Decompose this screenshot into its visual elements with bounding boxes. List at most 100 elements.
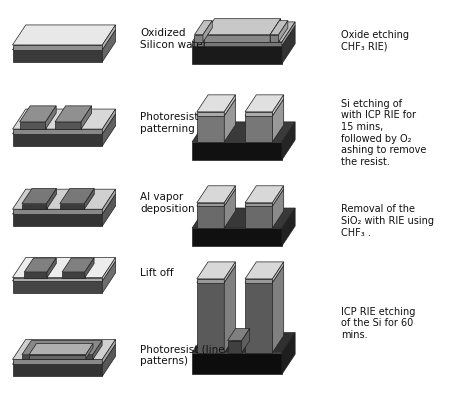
- Polygon shape: [12, 258, 116, 278]
- Polygon shape: [197, 283, 224, 353]
- Polygon shape: [197, 262, 236, 279]
- Polygon shape: [273, 262, 284, 283]
- Polygon shape: [273, 266, 284, 353]
- Polygon shape: [245, 190, 284, 207]
- Polygon shape: [273, 190, 284, 229]
- Polygon shape: [46, 189, 56, 210]
- Text: Removal of the
SiO₂ with RIE using
CHF₃ .: Removal of the SiO₂ with RIE using CHF₃ …: [341, 204, 434, 237]
- Polygon shape: [22, 341, 102, 355]
- Polygon shape: [192, 27, 295, 47]
- Polygon shape: [102, 258, 116, 281]
- Polygon shape: [270, 22, 288, 36]
- Polygon shape: [24, 258, 56, 272]
- Polygon shape: [282, 123, 295, 160]
- Polygon shape: [224, 99, 236, 143]
- Text: Lift off: Lift off: [140, 267, 174, 277]
- Polygon shape: [19, 107, 56, 123]
- Polygon shape: [194, 22, 212, 36]
- Polygon shape: [46, 107, 56, 130]
- Polygon shape: [84, 189, 94, 210]
- Polygon shape: [102, 110, 116, 135]
- Polygon shape: [242, 329, 250, 353]
- Polygon shape: [22, 189, 56, 204]
- Polygon shape: [197, 99, 236, 117]
- Polygon shape: [47, 258, 56, 278]
- Polygon shape: [192, 353, 282, 374]
- Text: Photoresist
patterning: Photoresist patterning: [140, 112, 199, 134]
- Polygon shape: [12, 360, 102, 365]
- Polygon shape: [282, 209, 295, 247]
- Polygon shape: [81, 107, 91, 130]
- Polygon shape: [12, 365, 102, 376]
- Text: ICP RIE etching
of the Si for 60
mins.: ICP RIE etching of the Si for 60 mins.: [341, 306, 415, 339]
- Polygon shape: [197, 207, 224, 229]
- Polygon shape: [192, 209, 295, 229]
- Polygon shape: [192, 123, 295, 143]
- Polygon shape: [192, 229, 282, 247]
- Polygon shape: [224, 262, 236, 283]
- Polygon shape: [197, 190, 236, 207]
- Polygon shape: [12, 110, 116, 130]
- Polygon shape: [55, 123, 81, 130]
- Polygon shape: [60, 204, 84, 210]
- Polygon shape: [102, 30, 116, 63]
- Polygon shape: [12, 26, 116, 46]
- Polygon shape: [192, 43, 282, 47]
- Polygon shape: [197, 113, 224, 117]
- Polygon shape: [197, 203, 224, 207]
- Polygon shape: [197, 186, 236, 203]
- Polygon shape: [12, 30, 116, 51]
- Polygon shape: [102, 194, 116, 227]
- Polygon shape: [197, 266, 236, 283]
- Polygon shape: [192, 23, 295, 43]
- Polygon shape: [224, 95, 236, 117]
- Polygon shape: [245, 95, 284, 113]
- Polygon shape: [245, 99, 284, 117]
- Polygon shape: [245, 279, 273, 283]
- Polygon shape: [245, 186, 284, 203]
- Polygon shape: [192, 333, 295, 353]
- Polygon shape: [245, 203, 273, 207]
- Polygon shape: [279, 22, 288, 43]
- Polygon shape: [204, 36, 270, 43]
- Polygon shape: [12, 215, 102, 227]
- Polygon shape: [12, 130, 102, 135]
- Polygon shape: [282, 27, 295, 65]
- Polygon shape: [102, 340, 116, 365]
- Polygon shape: [29, 355, 86, 359]
- Polygon shape: [204, 20, 281, 36]
- Polygon shape: [282, 333, 295, 374]
- Polygon shape: [203, 22, 212, 43]
- Polygon shape: [224, 186, 236, 207]
- Polygon shape: [282, 23, 295, 47]
- Polygon shape: [270, 36, 279, 43]
- Polygon shape: [12, 281, 102, 293]
- Polygon shape: [86, 344, 93, 359]
- Polygon shape: [273, 99, 284, 143]
- Polygon shape: [12, 46, 102, 51]
- Polygon shape: [273, 95, 284, 117]
- Polygon shape: [12, 115, 116, 135]
- Polygon shape: [228, 341, 242, 353]
- Polygon shape: [85, 258, 94, 278]
- Polygon shape: [22, 204, 46, 210]
- Polygon shape: [194, 36, 203, 43]
- Polygon shape: [197, 117, 224, 143]
- Polygon shape: [102, 261, 116, 293]
- Polygon shape: [12, 261, 116, 281]
- Polygon shape: [22, 355, 93, 360]
- Polygon shape: [273, 186, 284, 207]
- Polygon shape: [24, 272, 47, 278]
- Text: Oxide etching
CHF₃ RIE): Oxide etching CHF₃ RIE): [341, 30, 409, 51]
- Text: Al vapor
deposition: Al vapor deposition: [140, 192, 195, 213]
- Polygon shape: [245, 117, 273, 143]
- Polygon shape: [197, 279, 224, 283]
- Polygon shape: [29, 344, 93, 355]
- Polygon shape: [224, 190, 236, 229]
- Polygon shape: [55, 107, 91, 123]
- Polygon shape: [102, 26, 116, 51]
- Polygon shape: [245, 266, 284, 283]
- Text: Si etching of
with ICP RIE for
15 mins,
followed by O₂
ashing to remove
the resi: Si etching of with ICP RIE for 15 mins, …: [341, 99, 426, 166]
- Polygon shape: [192, 143, 282, 160]
- Polygon shape: [245, 262, 284, 279]
